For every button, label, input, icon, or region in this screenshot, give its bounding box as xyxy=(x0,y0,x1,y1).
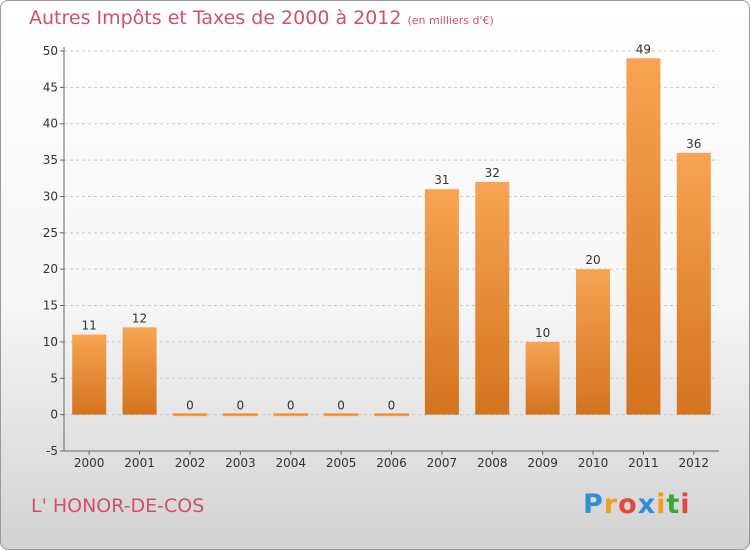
chart-unit-label: (en milliers d'€) xyxy=(407,14,494,27)
x-tick-label: 2004 xyxy=(275,456,306,470)
x-tick-label: 2008 xyxy=(477,456,508,470)
bars xyxy=(72,58,711,417)
bar-2008 xyxy=(475,181,510,415)
y-tick-label: 50 xyxy=(43,44,58,58)
data-label: 49 xyxy=(636,42,651,56)
y-tick-label: 30 xyxy=(43,189,58,203)
bar-2005 xyxy=(323,413,359,417)
x-tick-label: 2010 xyxy=(578,456,609,470)
data-label: 10 xyxy=(535,326,550,340)
bar-2011 xyxy=(626,58,661,415)
x-tick-label: 2009 xyxy=(527,456,558,470)
data-label: 36 xyxy=(686,137,701,151)
x-tick-label: 2007 xyxy=(427,456,458,470)
bar-2009 xyxy=(525,341,560,415)
x-tick-label: 2002 xyxy=(175,456,206,470)
chart-title: Autres Impôts et Taxes de 2000 à 2012 (en… xyxy=(29,7,494,29)
y-tick-label: 10 xyxy=(43,335,58,349)
y-tick-label: -5 xyxy=(46,444,58,458)
labels: -505101520253035404550112000122001020020… xyxy=(43,42,709,470)
data-label: 31 xyxy=(434,173,449,187)
data-label: 0 xyxy=(186,399,194,413)
y-tick-label: 45 xyxy=(43,80,58,94)
gridlines xyxy=(64,50,719,452)
y-tick-label: 40 xyxy=(43,117,58,131)
data-label: 12 xyxy=(132,311,147,325)
bar-2012 xyxy=(676,152,711,415)
y-tick-label: 20 xyxy=(43,262,58,276)
y-tick-label: 0 xyxy=(50,408,58,422)
brand-letter: i xyxy=(680,489,691,520)
bar-2004 xyxy=(273,413,309,417)
data-label: 20 xyxy=(585,253,600,267)
x-tick-label: 2005 xyxy=(326,456,357,470)
commune-name: L' HONOR-DE-COS xyxy=(31,495,205,517)
x-tick-label: 2011 xyxy=(628,456,659,470)
y-tick-label: 5 xyxy=(50,371,58,385)
x-tick-label: 2012 xyxy=(679,456,710,470)
y-tick-label: 35 xyxy=(43,153,58,167)
x-tick-label: 2006 xyxy=(376,456,407,470)
data-label: 0 xyxy=(388,399,396,413)
brand-letter: i xyxy=(656,489,667,520)
bar-2000 xyxy=(72,334,107,415)
data-label: 11 xyxy=(82,319,97,333)
brand-letter: r xyxy=(603,489,619,520)
bar-2002 xyxy=(172,413,208,417)
x-tick-label: 2001 xyxy=(124,456,155,470)
x-tick-label: 2000 xyxy=(74,456,105,470)
bar-2001 xyxy=(122,327,157,415)
data-label: 32 xyxy=(485,166,500,180)
bar-2006 xyxy=(374,413,409,417)
x-tick-label: 2003 xyxy=(225,456,256,470)
y-tick-label: 15 xyxy=(43,299,58,313)
proxiti-logo[interactable]: Proxiti xyxy=(583,489,691,520)
bar-2007 xyxy=(424,189,459,415)
chart-title-text: Autres Impôts et Taxes de 2000 à 2012 xyxy=(29,7,402,29)
data-label: 0 xyxy=(287,399,295,413)
bar-2003 xyxy=(222,413,258,417)
y-tick-label: 25 xyxy=(43,226,58,240)
brand-letter: o xyxy=(618,489,638,520)
data-label: 0 xyxy=(337,399,345,413)
data-label: 0 xyxy=(237,399,245,413)
brand-letter: x xyxy=(637,489,657,520)
bar-2010 xyxy=(576,269,611,415)
brand-letter: t xyxy=(666,489,681,520)
axes xyxy=(60,47,719,455)
brand-letter: P xyxy=(583,489,604,520)
